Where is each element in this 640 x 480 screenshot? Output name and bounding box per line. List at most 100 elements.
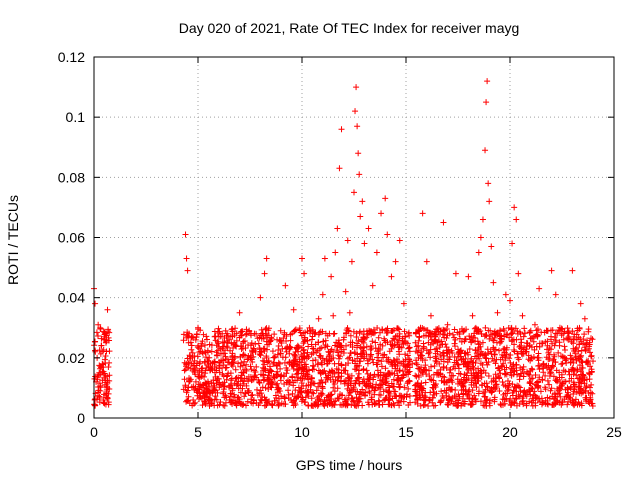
data-point bbox=[394, 341, 401, 348]
data-point bbox=[517, 342, 524, 349]
data-point bbox=[241, 352, 248, 359]
data-point bbox=[384, 231, 391, 238]
data-point bbox=[289, 373, 296, 380]
data-point bbox=[531, 321, 538, 328]
data-point bbox=[197, 381, 204, 388]
data-point bbox=[369, 356, 376, 363]
data-point bbox=[415, 365, 422, 372]
data-point bbox=[275, 385, 282, 392]
data-point bbox=[181, 376, 188, 383]
data-point bbox=[367, 328, 374, 335]
data-point bbox=[272, 353, 279, 360]
data-point bbox=[298, 359, 305, 366]
data-point bbox=[514, 350, 521, 357]
data-point bbox=[455, 365, 462, 372]
data-point bbox=[204, 336, 211, 343]
y-axis-label: ROTI / TECUs bbox=[5, 195, 21, 285]
data-point bbox=[532, 399, 539, 406]
data-point bbox=[469, 395, 476, 402]
data-point bbox=[503, 346, 510, 353]
data-point bbox=[494, 309, 501, 316]
data-point bbox=[292, 387, 299, 394]
data-point bbox=[458, 325, 465, 332]
data-point bbox=[491, 394, 498, 401]
data-point bbox=[492, 385, 499, 392]
data-point bbox=[404, 352, 411, 359]
data-point bbox=[367, 380, 374, 387]
data-point bbox=[436, 360, 443, 367]
data-point bbox=[319, 291, 326, 298]
data-point bbox=[201, 342, 208, 349]
data-point bbox=[518, 348, 525, 355]
data-point bbox=[180, 386, 187, 393]
data-point bbox=[331, 360, 338, 367]
data-point bbox=[196, 360, 203, 367]
data-point bbox=[319, 390, 326, 397]
data-point bbox=[570, 371, 577, 378]
data-point bbox=[360, 355, 367, 362]
data-point bbox=[102, 330, 109, 337]
data-point bbox=[245, 341, 252, 348]
data-point bbox=[456, 335, 463, 342]
data-point bbox=[534, 383, 541, 390]
data-point bbox=[586, 369, 593, 376]
data-point bbox=[539, 376, 546, 383]
x-tick-label: 0 bbox=[90, 424, 98, 440]
data-point bbox=[461, 374, 468, 381]
data-point bbox=[489, 337, 496, 344]
data-point bbox=[516, 372, 523, 379]
data-point bbox=[465, 273, 472, 280]
data-point bbox=[104, 377, 111, 384]
data-point bbox=[336, 340, 343, 347]
data-point bbox=[188, 360, 195, 367]
data-point bbox=[284, 367, 291, 374]
data-point bbox=[267, 338, 274, 345]
y-tick-label: 0.04 bbox=[58, 290, 85, 306]
data-point bbox=[220, 388, 227, 395]
data-point bbox=[363, 334, 370, 341]
data-point bbox=[588, 400, 595, 407]
data-point bbox=[263, 353, 270, 360]
data-point bbox=[439, 392, 446, 399]
data-point bbox=[492, 371, 499, 378]
data-point bbox=[342, 367, 349, 374]
data-point bbox=[330, 330, 337, 337]
data-point bbox=[371, 387, 378, 394]
data-point bbox=[548, 333, 555, 340]
data-point bbox=[358, 336, 365, 343]
data-point bbox=[485, 350, 492, 357]
data-point bbox=[312, 402, 319, 409]
data-point bbox=[237, 389, 244, 396]
data-point bbox=[96, 362, 103, 369]
data-point bbox=[241, 358, 248, 365]
data-point bbox=[548, 385, 555, 392]
data-point bbox=[241, 393, 248, 400]
data-point bbox=[198, 395, 205, 402]
data-point bbox=[425, 329, 432, 336]
data-point bbox=[321, 255, 328, 262]
data-point bbox=[583, 339, 590, 346]
data-point bbox=[414, 396, 421, 403]
data-point bbox=[283, 337, 290, 344]
data-point bbox=[502, 370, 509, 377]
data-point bbox=[544, 377, 551, 384]
data-point bbox=[257, 396, 264, 403]
data-point bbox=[265, 357, 272, 364]
data-point bbox=[349, 387, 356, 394]
data-point bbox=[534, 333, 541, 340]
data-point bbox=[234, 394, 241, 401]
data-point bbox=[390, 326, 397, 333]
data-point bbox=[419, 352, 426, 359]
data-point bbox=[524, 368, 531, 375]
data-point bbox=[338, 362, 345, 369]
data-point bbox=[208, 379, 215, 386]
data-point bbox=[544, 364, 551, 371]
data-point bbox=[511, 383, 518, 390]
data-point bbox=[203, 390, 210, 397]
data-point bbox=[335, 366, 342, 373]
data-point bbox=[262, 365, 269, 372]
data-point bbox=[419, 210, 426, 217]
data-point bbox=[462, 355, 469, 362]
data-point bbox=[434, 339, 441, 346]
